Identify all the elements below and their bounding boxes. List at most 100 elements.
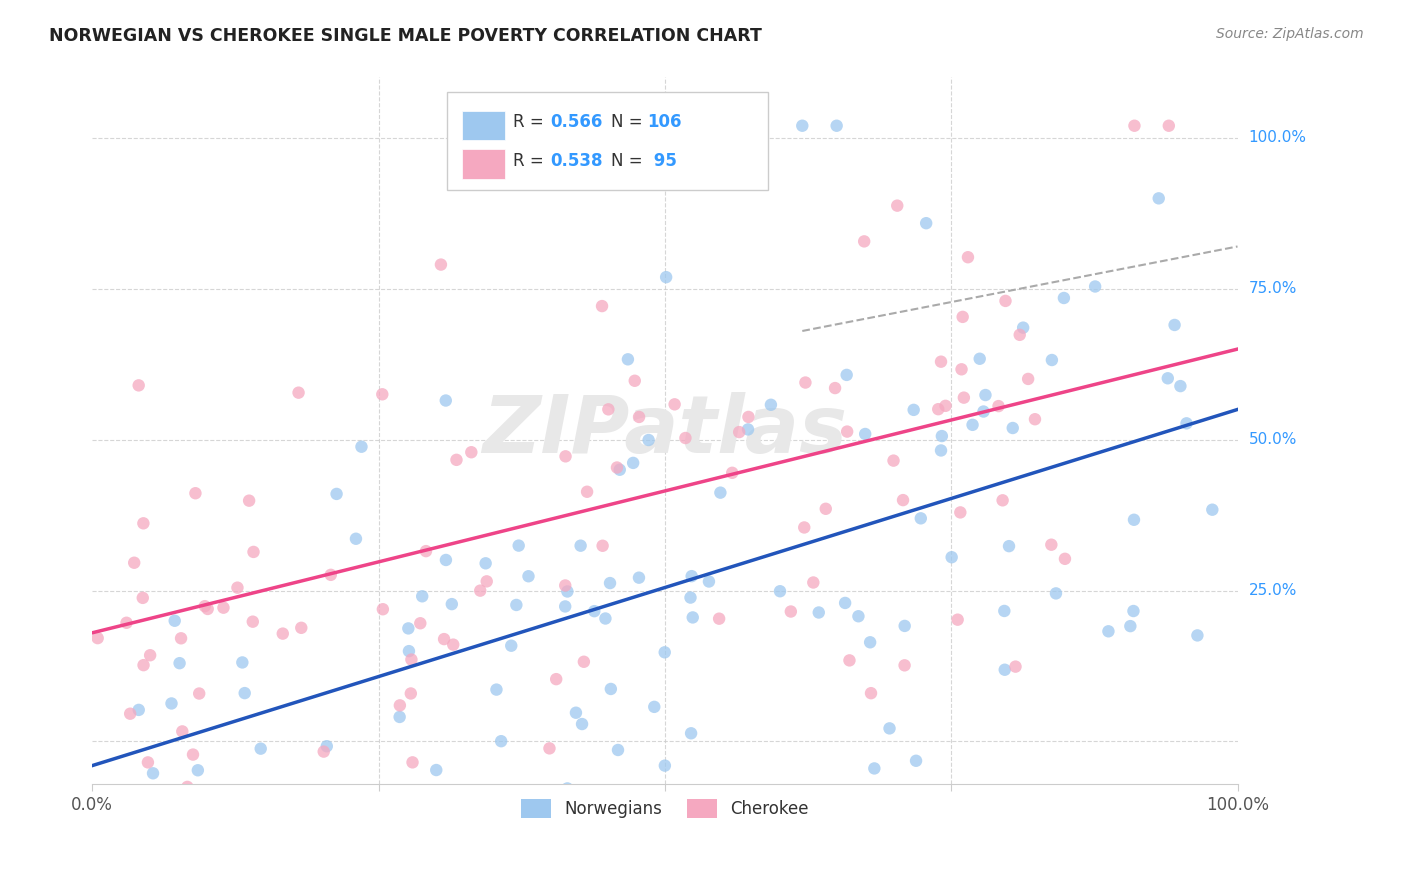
Point: [517, 569, 540, 583]
Point: [212, 600, 235, 615]
Point: [697, 574, 720, 589]
Point: [599, 681, 621, 696]
Point: [371, 387, 394, 401]
Point: [891, 493, 914, 508]
Point: [1045, 586, 1067, 600]
Point: [434, 393, 457, 408]
Point: [627, 571, 650, 585]
Point: [1024, 412, 1046, 426]
Point: [319, 567, 342, 582]
Point: [569, 539, 592, 553]
Point: [460, 445, 482, 459]
Point: [169, 656, 191, 670]
Point: [120, 706, 142, 721]
Point: [994, 663, 1017, 677]
Point: [184, 486, 207, 500]
Point: [312, 745, 335, 759]
Text: 50.0%: 50.0%: [1249, 432, 1296, 447]
Point: [1163, 318, 1185, 332]
Point: [172, 724, 194, 739]
Point: [654, 758, 676, 772]
Point: [679, 591, 702, 605]
Point: [664, 397, 686, 411]
Point: [571, 717, 593, 731]
Point: [290, 621, 312, 635]
Point: [508, 539, 530, 553]
Point: [399, 686, 422, 700]
Point: [160, 697, 183, 711]
Point: [792, 119, 814, 133]
Point: [470, 583, 492, 598]
Point: [927, 402, 949, 417]
Point: [242, 615, 264, 629]
Point: [554, 578, 576, 592]
Point: [110, 813, 132, 827]
Point: [489, 734, 512, 748]
Point: [863, 761, 886, 775]
Point: [474, 557, 496, 571]
Point: [974, 388, 997, 402]
Point: [396, 621, 419, 635]
Point: [1157, 119, 1180, 133]
Point: [226, 581, 249, 595]
Point: [1201, 502, 1223, 516]
Point: [993, 604, 1015, 618]
Point: [606, 460, 628, 475]
Point: [779, 605, 801, 619]
Point: [1012, 320, 1035, 334]
Point: [401, 756, 423, 770]
Point: [682, 610, 704, 624]
Point: [737, 422, 759, 436]
Point: [1170, 379, 1192, 393]
Point: [128, 378, 150, 392]
Point: [440, 597, 463, 611]
Point: [1097, 624, 1119, 639]
Point: [546, 672, 568, 686]
Text: Source: ZipAtlas.com: Source: ZipAtlas.com: [1216, 27, 1364, 41]
Point: [433, 632, 456, 646]
Point: [655, 270, 678, 285]
Point: [931, 429, 953, 443]
Point: [194, 599, 217, 614]
Point: [987, 399, 1010, 413]
Text: 0.538: 0.538: [550, 152, 603, 169]
Point: [675, 431, 697, 445]
Point: [430, 258, 453, 272]
Point: [707, 612, 730, 626]
Point: [132, 516, 155, 531]
Point: [388, 710, 411, 724]
Point: [236, 794, 259, 808]
Point: [825, 119, 848, 133]
Point: [411, 589, 433, 603]
Point: [122, 556, 145, 570]
Point: [621, 456, 644, 470]
Point: [1053, 551, 1076, 566]
Point: [86, 631, 108, 645]
Point: [441, 638, 464, 652]
Point: [956, 250, 979, 264]
Point: [848, 609, 870, 624]
Point: [929, 354, 952, 368]
Point: [591, 299, 613, 313]
Point: [136, 756, 159, 770]
Point: [388, 698, 411, 713]
Point: [903, 403, 925, 417]
Point: [1187, 628, 1209, 642]
Text: 106: 106: [648, 113, 682, 131]
Point: [768, 826, 790, 840]
Point: [197, 602, 219, 616]
Point: [238, 805, 260, 820]
Point: [893, 658, 915, 673]
Point: [398, 644, 420, 658]
Point: [617, 352, 640, 367]
Point: [128, 703, 150, 717]
Point: [344, 532, 367, 546]
Point: [142, 766, 165, 780]
Point: [793, 520, 815, 534]
Point: [401, 652, 423, 666]
Point: [929, 443, 952, 458]
Point: [371, 602, 394, 616]
Point: [599, 576, 621, 591]
Text: 25.0%: 25.0%: [1249, 583, 1296, 598]
Point: [132, 658, 155, 673]
